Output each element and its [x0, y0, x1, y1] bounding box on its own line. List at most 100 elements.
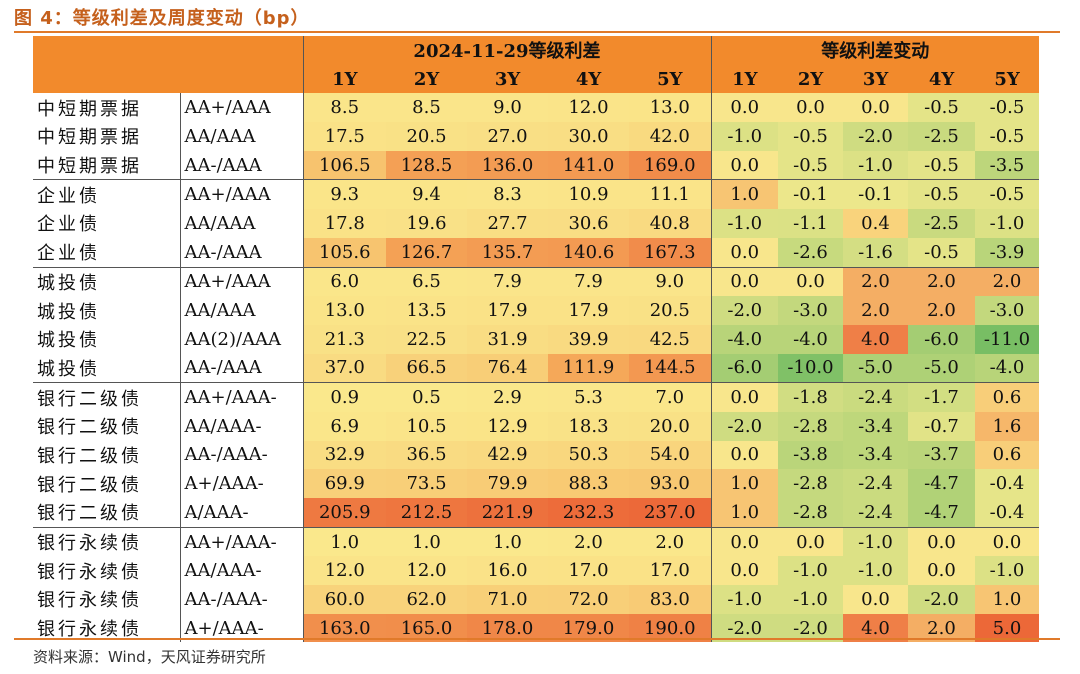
spread-value: 13.0 [302, 296, 386, 325]
change-value: -0.1 [778, 179, 843, 210]
change-value: -4.7 [908, 498, 975, 528]
table-row: 银行二级债 AA+/AAA- 0.9 0.5 2.9 5.3 7.0 0.0 -1.8 -2.4-… [33, 382, 1039, 412]
spread-value: 42.0 [629, 122, 711, 151]
change-value: -10.0 [778, 353, 843, 383]
change-value: -1.0 [710, 209, 778, 238]
spread-value: 178.0 [467, 613, 548, 643]
change-value: 0.0 [710, 440, 778, 470]
change-value: -0.5 [908, 150, 975, 180]
bond-category: 银行永续债 [37, 590, 142, 612]
spread-value: 140.6 [548, 237, 629, 267]
spread-value: 7.9 [467, 266, 548, 297]
change-value: 1.0 [710, 498, 778, 528]
change-value: 0.0 [908, 526, 975, 557]
spread-value: 17.8 [302, 209, 386, 238]
spread-value: 0.9 [302, 382, 386, 412]
header-corner [33, 36, 303, 94]
table-row: 银行二级债 A/AAA- 205.9 212.5 221.9 232.3 237.0 1.0-… [33, 498, 1039, 528]
change-value: -1.0 [975, 209, 1039, 238]
change-value: -1.0 [710, 585, 778, 614]
spread-value: 0.5 [386, 382, 467, 412]
spread-tenor-header: 5Y [629, 64, 711, 94]
spread-value: 135.7 [467, 237, 548, 267]
change-value: 2.0 [843, 296, 908, 325]
change-value: -2.4 [843, 469, 908, 498]
spread-value: 18.3 [548, 411, 629, 441]
spread-value: 9.3 [302, 179, 386, 210]
bottom-rule [14, 638, 1060, 640]
bond-category: 城投债 [37, 358, 100, 380]
spread-value: 106.5 [302, 150, 386, 180]
change-value: 2.0 [908, 613, 975, 643]
change-value: 2.0 [843, 266, 908, 297]
change-value: -0.5 [908, 179, 975, 210]
rating-pair: AA-/AAA- [179, 440, 303, 470]
spread-value: 37.0 [302, 353, 386, 383]
spread-value: 126.7 [386, 237, 467, 267]
change-value: -3.4 [843, 411, 908, 441]
change-value: -3.8 [778, 440, 843, 470]
spread-value: 62.0 [386, 585, 467, 614]
change-value: -0.7 [908, 411, 975, 441]
spread-value: 27.0 [467, 122, 548, 151]
change-value: -6.0 [908, 324, 975, 354]
spread-value: 6.9 [302, 411, 386, 441]
spread-value: 205.9 [302, 498, 386, 528]
bond-category: 银行二级债 [37, 417, 142, 439]
table-row: 中短期票据 AA+/AAA 8.5 8.5 9.0 12.0 13.0 0.0 0.0 0.0 -0… [33, 93, 1039, 123]
change-value: 0.0 [710, 266, 778, 297]
change-value: -1.0 [778, 585, 843, 614]
header-row-1: 2024-11-29等级利差 等级利差变动 [33, 36, 1039, 94]
spread-value: 105.6 [302, 237, 386, 267]
change-value: -1.7 [908, 382, 975, 412]
change-value: -0.1 [843, 179, 908, 210]
spread-value: 30.0 [548, 122, 629, 151]
change-tenor-header: 1Y [710, 64, 778, 94]
change-value: 1.0 [710, 179, 778, 210]
spread-value: 1.0 [302, 526, 386, 557]
spread-value: 17.0 [629, 556, 711, 586]
spread-value: 8.3 [467, 179, 548, 210]
spread-table: 2024-11-29等级利差 等级利差变动 1Y 2Y 3Y 4Y 5Y 1Y 2Y 3Y 4Y… [33, 36, 1039, 643]
bond-category: 城投债 [33, 266, 180, 297]
change-value: -1.8 [778, 382, 843, 412]
bond-category: 企业债 [37, 243, 100, 265]
change-value: -3.5 [975, 150, 1039, 180]
spread-value: 5.3 [548, 382, 629, 412]
spread-value: 167.3 [629, 237, 711, 267]
change-value: -3.0 [778, 296, 843, 325]
change-value: 0.0 [975, 526, 1039, 557]
header-row-2: 1Y 2Y 3Y 4Y 5Y 1Y 2Y 3Y 4Y 5Y [33, 64, 1039, 94]
spread-value: 22.5 [386, 324, 467, 354]
change-value: 1.0 [710, 469, 778, 498]
change-value: -0.4 [975, 498, 1039, 528]
change-value: -2.0 [710, 411, 778, 441]
change-value: -4.0 [975, 353, 1039, 383]
spread-value: 7.0 [629, 382, 711, 412]
spread-value: 13.0 [629, 93, 711, 123]
change-value: 0.0 [710, 382, 778, 412]
table-row: 银行二级债 A+/AAA- 69.9 73.5 79.9 88.3 93.0 1.0 -2.8-… [33, 469, 1039, 498]
top-rule [14, 31, 1060, 33]
change-tenor-header: 3Y [843, 64, 908, 94]
change-value: -1.6 [843, 237, 908, 267]
bond-category: 银行永续债 [33, 526, 180, 557]
change-value: 0.0 [778, 266, 843, 297]
spread-value: 111.9 [548, 353, 629, 383]
rating-pair: AA-/AAA [179, 150, 303, 180]
bond-category: 城投债 [37, 301, 100, 323]
change-value: -1.0 [778, 556, 843, 586]
change-value: -2.4 [843, 498, 908, 528]
rating-pair: AA+/AAA [179, 179, 303, 210]
change-value: 1.0 [975, 585, 1039, 614]
spread-value: 71.0 [467, 585, 548, 614]
change-value: -2.8 [778, 411, 843, 441]
spread-value: 19.6 [386, 209, 467, 238]
change-tenor-header: 2Y [778, 64, 843, 94]
spread-value: 190.0 [629, 613, 711, 643]
bond-category: 银行二级债 [37, 445, 142, 467]
spread-value: 221.9 [467, 498, 548, 528]
change-value: -3.4 [843, 440, 908, 470]
rating-pair: AA/AAA- [179, 556, 303, 586]
change-value: -0.5 [908, 93, 975, 123]
